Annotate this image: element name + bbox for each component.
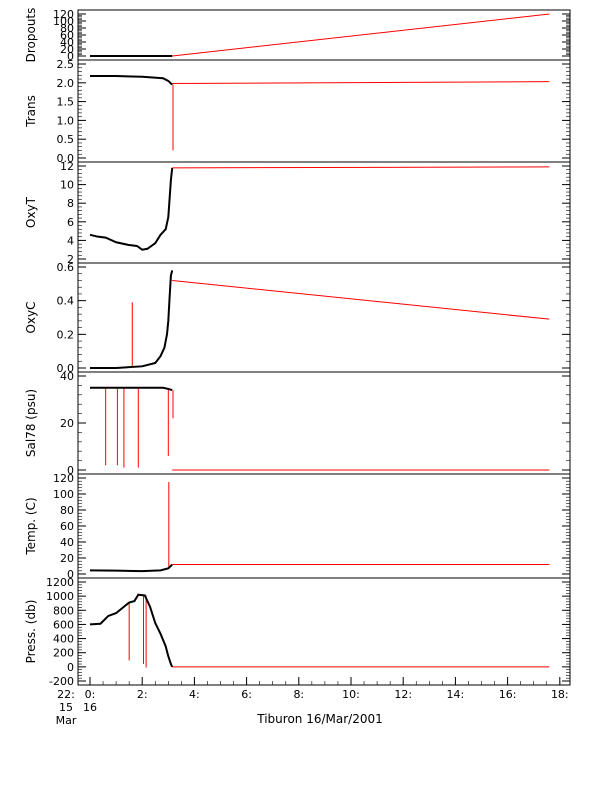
y-axis-label: Temp. (C)	[24, 497, 38, 555]
panel-frame	[77, 262, 571, 373]
series-trace-line	[89, 593, 174, 668]
y-tick-label: 40	[60, 36, 74, 49]
series-interp-line	[172, 81, 550, 85]
series-interp-line	[172, 13, 550, 57]
x-tick-label: 12:	[394, 688, 412, 701]
y-axis-label: Dropouts	[24, 8, 38, 63]
y-tick-label: 0	[67, 661, 74, 674]
y-tick-label: 0	[67, 464, 74, 477]
y-tick-label: -200	[49, 675, 74, 688]
y-tick-label: 80	[60, 504, 74, 517]
panel-5: 0 20 40 60 80 100 120 Temp. (C)	[24, 472, 571, 581]
y-tick-label: 100	[53, 488, 74, 501]
y-tick-label: 8	[67, 197, 74, 210]
y-tick-label: 4	[67, 234, 74, 247]
chart-caption: Tiburon 16/Mar/2001	[256, 712, 382, 726]
y-tick-label: 100	[53, 15, 74, 28]
series-trace-line	[89, 167, 174, 251]
x-tick-label: 2:	[137, 688, 148, 701]
y-tick-label: 0.0	[57, 152, 75, 165]
y-tick-label: 20	[60, 552, 74, 565]
y-axis-label: OxyT	[24, 196, 38, 228]
panel-frame	[77, 9, 571, 61]
series-trace-line	[90, 270, 174, 369]
y-tick-label: 0.6	[57, 261, 75, 274]
y-tick-label: 120	[53, 472, 74, 485]
x-start-label: 22:	[57, 688, 75, 701]
panel-4: 0 20 40 Sal78 (psu)	[24, 370, 571, 477]
panel-1: 0.0 0.5 1.0 1.5 2.0 2.5 Trans	[24, 58, 571, 165]
y-tick-label: 10	[60, 179, 74, 192]
y-tick-label: 0	[67, 568, 74, 581]
y-tick-label: 600	[53, 618, 74, 631]
panel-frame	[77, 473, 571, 579]
y-tick-label: 120	[53, 8, 74, 21]
x-tick-label: 4:	[189, 688, 200, 701]
y-tick-label: 0	[67, 50, 74, 63]
y-tick-label: 20	[60, 417, 74, 430]
y-tick-label: 12	[60, 160, 74, 173]
y-tick-label: 60	[60, 29, 74, 42]
y-tick-label: 60	[60, 520, 74, 533]
y-tick-label: 1.0	[57, 114, 75, 127]
y-axis-label: Press. (db)	[24, 600, 38, 664]
y-tick-label: 1200	[46, 576, 74, 589]
x-tick-label: 18:	[551, 688, 569, 701]
x-day-label: 16	[83, 701, 97, 714]
y-tick-label: 2.5	[57, 58, 75, 71]
y-tick-label: 200	[53, 647, 74, 660]
y-tick-label: 400	[53, 633, 74, 646]
y-tick-label: 0.4	[57, 295, 75, 308]
y-tick-label: 0.2	[57, 328, 75, 341]
series-trace-line	[90, 75, 173, 86]
y-tick-label: 0.0	[57, 362, 75, 375]
x-tick-label: 8:	[293, 688, 304, 701]
x-tick-label: 16:	[499, 688, 517, 701]
y-tick-label: 1.5	[57, 96, 75, 109]
y-axis-label: Trans	[24, 95, 38, 128]
panel-frame	[77, 161, 571, 264]
x-start-label: Mar	[56, 714, 77, 727]
y-tick-label: 80	[60, 22, 74, 35]
panel-3: 0.0 0.2 0.4 0.6 OxyC	[24, 261, 571, 375]
x-tick-label: 14:	[447, 688, 465, 701]
x-start-label: 15	[59, 701, 73, 714]
y-axis-label: Sal78 (psu)	[24, 389, 38, 457]
x-tick-label: 0:	[85, 688, 96, 701]
y-tick-label: 0.5	[57, 133, 75, 146]
panel-2: 2 4 6 8 10 12 OxyT	[24, 160, 571, 266]
series-interp-line	[172, 279, 550, 320]
chart-panels: 020406080100120Dropouts0.00.51.01.52.02.…	[24, 8, 571, 688]
y-tick-label: 2.0	[57, 77, 75, 90]
y-tick-label: 800	[53, 604, 74, 617]
series-trace-line	[89, 563, 173, 573]
x-tick-label: 6:	[241, 688, 252, 701]
panel-frame	[77, 577, 571, 686]
series-interp-line	[172, 166, 550, 169]
y-tick-label: 20	[60, 43, 74, 56]
y-tick-label: 2	[67, 253, 74, 266]
y-tick-label: 40	[60, 370, 74, 383]
x-tick-label: 10:	[342, 688, 360, 701]
panel-frame	[77, 59, 571, 163]
y-tick-label: 40	[60, 536, 74, 549]
y-axis-label: OxyC	[24, 301, 38, 333]
y-tick-label: 6	[67, 216, 74, 229]
series-trace-line	[90, 386, 173, 392]
y-tick-label: 1000	[46, 590, 74, 603]
